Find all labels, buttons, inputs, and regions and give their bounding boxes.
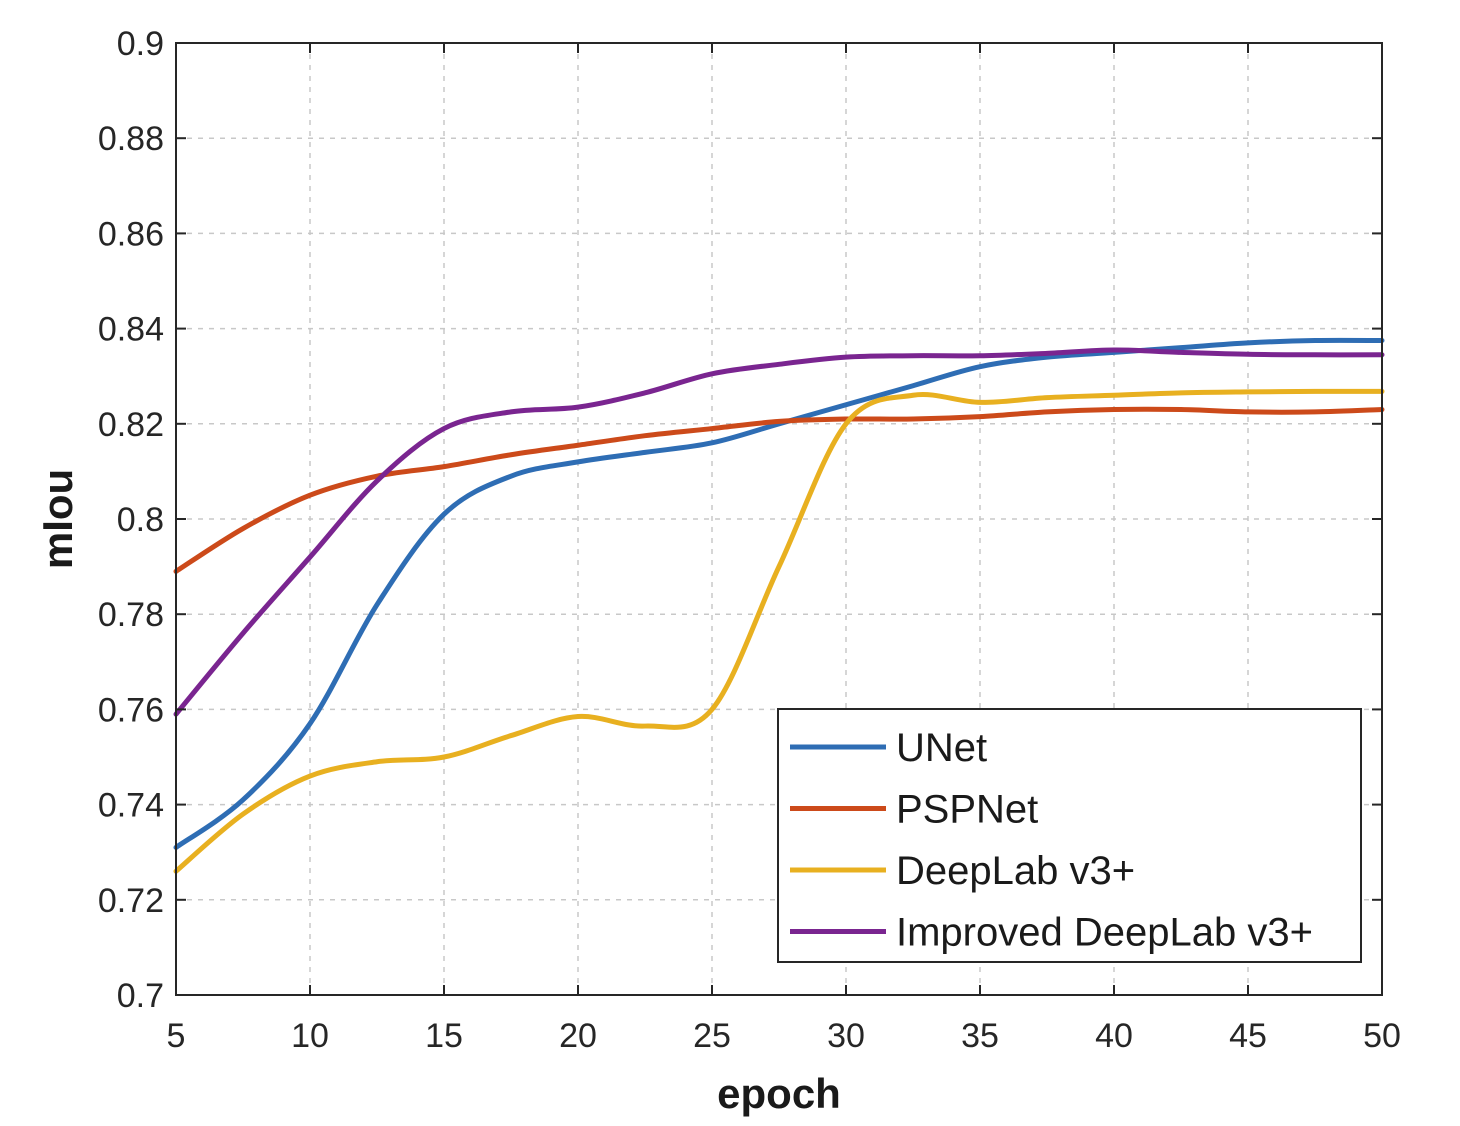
y-tick-label: 0.86	[98, 215, 164, 253]
legend-label-unet: UNet	[896, 726, 987, 770]
y-tick-label: 0.88	[98, 120, 164, 158]
x-tick-label: 50	[1363, 1017, 1401, 1055]
y-tick-label: 0.74	[98, 787, 164, 825]
x-axis-title: epoch	[717, 1070, 841, 1117]
y-tick-label: 0.78	[98, 596, 164, 634]
series-line-deeplab-v3	[173, 388, 1385, 874]
series-line-improved-deeplab-v3	[173, 347, 1385, 717]
y-tick-label: 0.9	[117, 25, 164, 63]
legend-label-pspnet: PSPNet	[896, 788, 1038, 832]
legend: UNet PSPNet DeepLab v3+ Improved DeepLab v3…	[777, 708, 1362, 963]
x-tick-label: 10	[291, 1017, 329, 1055]
x-tick-label: 40	[1095, 1017, 1133, 1055]
legend-label-deeplab-v3: DeepLab v3+	[896, 849, 1135, 893]
series-line-unet	[173, 337, 1385, 850]
x-tick-label: 25	[693, 1017, 731, 1055]
legend-box	[777, 708, 1362, 963]
axis-ticks	[175, 42, 1383, 996]
series-line-pspnet	[173, 406, 1385, 574]
y-tick-label: 0.72	[98, 882, 164, 920]
x-tick-label: 5	[167, 1017, 186, 1055]
x-tick-labels: 5 10 15 20 25 30 35 40 45 50	[167, 1017, 1401, 1055]
x-tick-label: 35	[961, 1017, 999, 1055]
y-tick-label: 0.76	[98, 691, 164, 729]
x-tick-label: 45	[1229, 1017, 1267, 1055]
y-tick-labels: 0.7 0.72 0.74 0.76 0.78 0.8 0.82 0.84 0.86 0.88 0.…	[98, 25, 164, 1015]
legend-label-improved-deeplab-v3: Improved DeepLab v3+	[896, 911, 1313, 955]
x-tick-label: 30	[827, 1017, 865, 1055]
x-tick-label: 20	[559, 1017, 597, 1055]
x-tick-label: 15	[425, 1017, 463, 1055]
y-tick-label: 0.7	[117, 977, 164, 1015]
series-layer	[173, 337, 1385, 874]
y-tick-label: 0.8	[117, 501, 164, 539]
y-tick-label: 0.82	[98, 406, 164, 444]
y-tick-label: 0.84	[98, 311, 164, 349]
y-axis-title: mIou	[34, 469, 81, 569]
